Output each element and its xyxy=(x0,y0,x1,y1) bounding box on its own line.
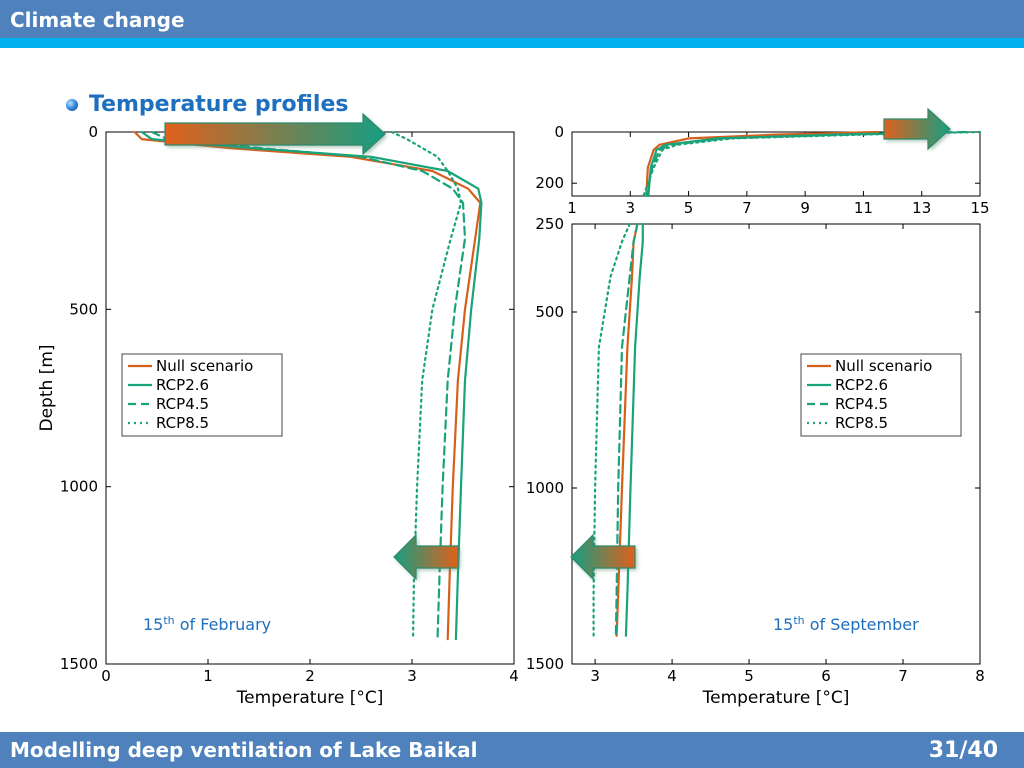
y-tick-label: 0 xyxy=(554,123,564,141)
x-tick-label: 2 xyxy=(305,667,315,685)
arrow-right-february xyxy=(164,112,387,156)
y-tick-label: 500 xyxy=(535,303,564,321)
arrow-shape xyxy=(164,112,386,156)
section-title: Temperature profiles xyxy=(89,92,349,117)
header-stripe xyxy=(0,38,1024,48)
series-line-rcp2-6 xyxy=(624,222,644,637)
y-tick-label: 1500 xyxy=(526,655,564,673)
legend-label: RCP2.6 xyxy=(156,376,209,394)
legend-label: RCP4.5 xyxy=(835,395,888,413)
x-tick-label: 4 xyxy=(509,667,519,685)
y-tick-label: 1500 xyxy=(60,655,98,673)
x-tick-label: 1 xyxy=(567,199,577,217)
legend-box xyxy=(121,353,283,437)
header-bar xyxy=(0,0,1024,38)
x-tick-label: 13 xyxy=(912,199,931,217)
plot-area xyxy=(571,223,981,665)
y-tick-label: 500 xyxy=(69,300,98,318)
plot-area xyxy=(571,131,981,197)
y-tick-label: 1000 xyxy=(60,478,98,496)
legend-label: Null scenario xyxy=(835,357,932,375)
series-line-rcp8-5 xyxy=(642,130,982,198)
legend-label: RCP4.5 xyxy=(156,395,209,413)
y-tick-label: 0 xyxy=(88,123,98,141)
y-tick-label: 1000 xyxy=(526,479,564,497)
february-chart: 0 1 2 3 4 0 500 1000 1500 Temperature [°C] Depth [… xyxy=(37,123,519,708)
x-tick-label: 7 xyxy=(742,199,752,217)
slide-header-title: Climate change xyxy=(10,8,185,32)
date-label: 15th of September xyxy=(773,614,919,634)
page-number: 31/40 xyxy=(928,738,998,763)
y-axis-label: Depth [m] xyxy=(37,344,57,431)
series-line-rcp8-5 xyxy=(390,130,463,641)
arrow-shape xyxy=(570,533,636,581)
arrow-annotations xyxy=(164,107,952,581)
arrow-left-september xyxy=(570,533,637,581)
series-line-rcp8-5 xyxy=(592,222,631,637)
x-tick-label: 3 xyxy=(590,667,600,685)
footer-title: Modelling deep ventilation of Lake Baika… xyxy=(10,738,478,762)
series-line-rcp4-5 xyxy=(614,222,639,637)
x-axis-label: Temperature [°C] xyxy=(236,688,384,708)
bullet-icon xyxy=(66,99,78,111)
x-tick-label: 6 xyxy=(821,667,831,685)
series-line-rcp4-5 xyxy=(150,130,467,641)
legend-label: Null scenario xyxy=(156,357,253,375)
x-axis-label: Temperature [°C] xyxy=(702,688,850,708)
x-tick-label: 9 xyxy=(800,199,810,217)
x-tick-label: 1 xyxy=(203,667,213,685)
x-tick-label: 7 xyxy=(898,667,908,685)
footer-bar xyxy=(0,732,1024,768)
x-tick-label: 8 xyxy=(975,667,985,685)
x-tick-label: 11 xyxy=(854,199,873,217)
x-tick-label: 0 xyxy=(101,667,111,685)
x-tick-label: 4 xyxy=(667,667,677,685)
legend-label: RCP8.5 xyxy=(835,414,888,432)
x-tick-label: 5 xyxy=(684,199,694,217)
x-tick-label: 5 xyxy=(744,667,754,685)
arrow-shape xyxy=(883,107,951,151)
legend-box xyxy=(800,353,962,437)
date-label: 15th of February xyxy=(143,614,271,634)
arrow-left-february xyxy=(393,533,460,581)
series-line-null-scenario xyxy=(645,130,880,198)
arrow-right-september xyxy=(883,107,952,151)
x-tick-label: 15 xyxy=(970,199,989,217)
legend-label: RCP2.6 xyxy=(835,376,888,394)
x-tick-label: 3 xyxy=(407,667,417,685)
y-tick-label: 250 xyxy=(535,215,564,233)
x-tick-label: 3 xyxy=(626,199,636,217)
legend-label: RCP8.5 xyxy=(156,414,209,432)
arrow-shape xyxy=(393,533,459,581)
y-tick-label: 200 xyxy=(535,174,564,192)
